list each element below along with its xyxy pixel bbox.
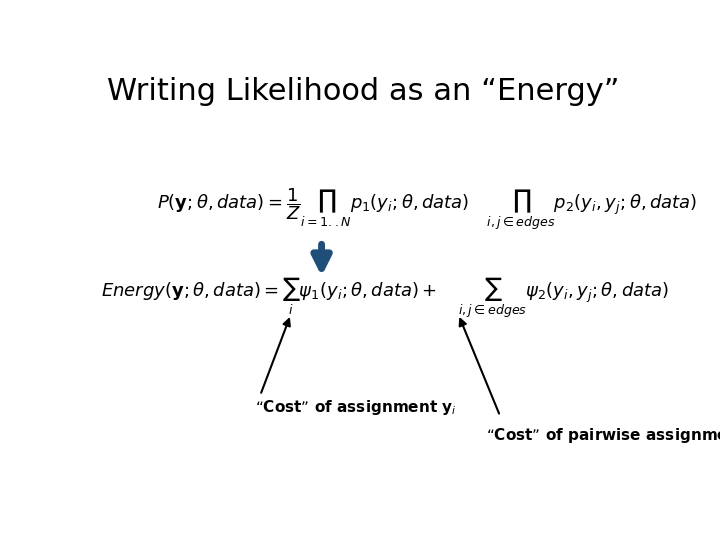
Text: $P(\mathbf{y};\theta,data)=\dfrac{1}{Z}\prod_{i=1..N}p_1(y_i;\theta,data)\quad\p: $P(\mathbf{y};\theta,data)=\dfrac{1}{Z}\… xyxy=(157,187,697,233)
Text: Writing Likelihood as an “Energy”: Writing Likelihood as an “Energy” xyxy=(107,77,619,106)
Text: “Cost” of assignment y$_i$: “Cost” of assignment y$_i$ xyxy=(255,399,456,417)
Text: $Energy(\mathbf{y};\theta,data)=\sum_{i}\psi_1(y_i;\theta,data)+\quad\sum_{i,j\i: $Energy(\mathbf{y};\theta,data)=\sum_{i}… xyxy=(101,275,670,320)
Text: “Cost” of pairwise assignment y$_i$,y$_j$: “Cost” of pairwise assignment y$_i$,y$_j… xyxy=(486,427,720,447)
